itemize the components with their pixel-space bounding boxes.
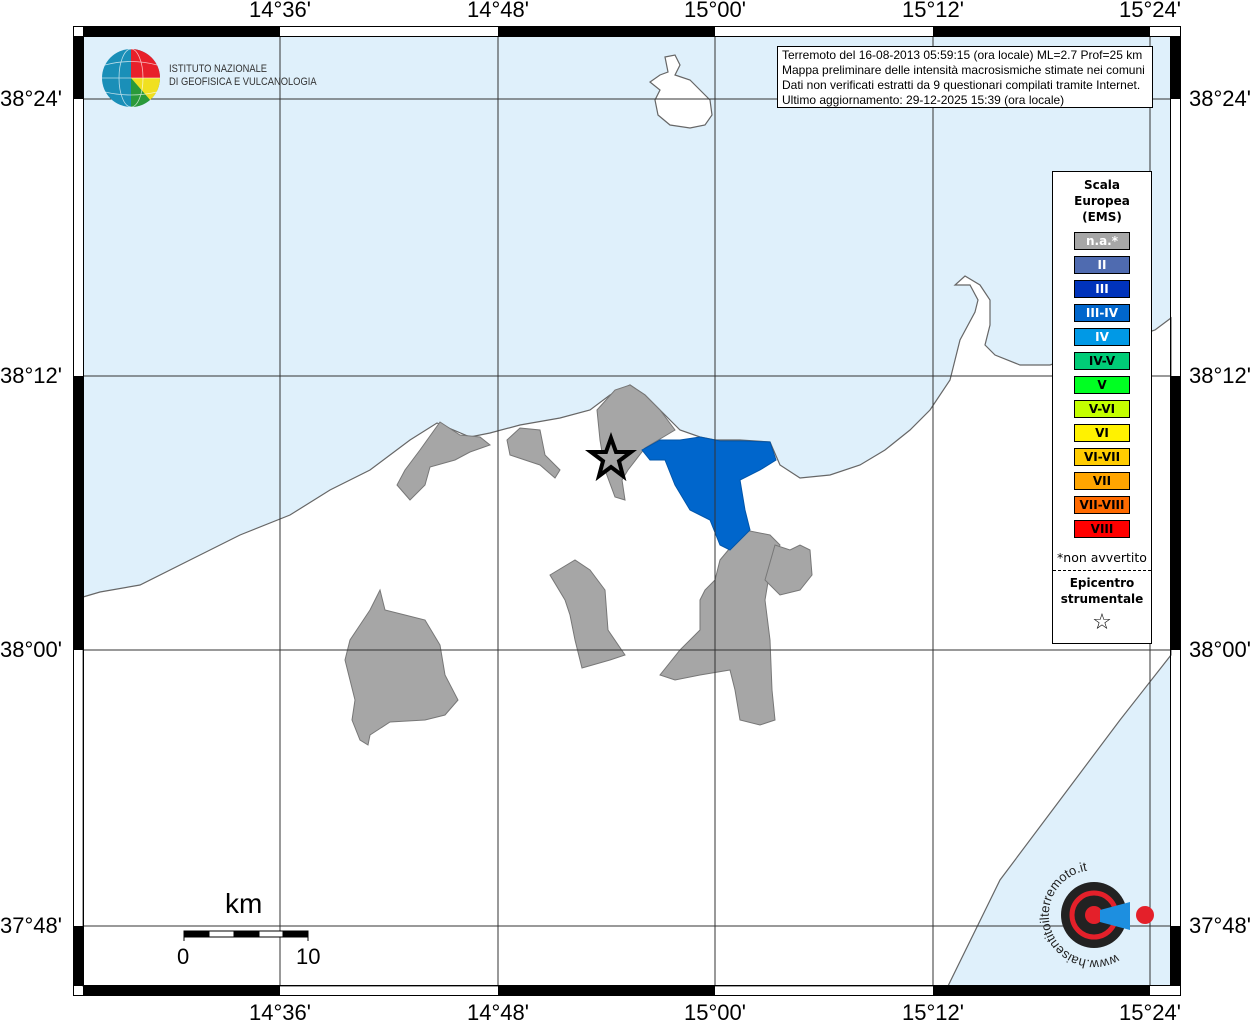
island-lipari bbox=[648, 54, 713, 129]
legend-swatch: III bbox=[1074, 280, 1130, 298]
lon-label-bottom: 15°00' bbox=[684, 1000, 746, 1024]
scale-min: 0 bbox=[177, 944, 190, 969]
legend-swatches: n.a.* II III III-IV IV IV-V V V-VI VI VI-VII VII VI… bbox=[1053, 232, 1151, 538]
legend-swatch: IV-V bbox=[1074, 352, 1130, 370]
star-icon: ☆ bbox=[1092, 610, 1112, 635]
lat-label-right: 37°48' bbox=[1189, 913, 1251, 938]
lat-label-right: 38°24' bbox=[1189, 86, 1251, 111]
lat-label-right: 38°12' bbox=[1189, 363, 1251, 388]
municipality-intensity-III-IV bbox=[641, 436, 777, 551]
ingv-logo-text: ISTITUTO NAZIONALE DI GEOFISICA E VULCAN… bbox=[169, 63, 317, 89]
scale-max: 10 bbox=[296, 944, 321, 969]
legend-epicenter-label: Epicentro strumentale bbox=[1053, 575, 1151, 607]
legend-swatch: VI bbox=[1074, 424, 1130, 442]
legend-swatch: III-IV bbox=[1074, 304, 1130, 322]
legend-swatch: V bbox=[1074, 376, 1130, 394]
lon-label-top: 14°36' bbox=[249, 0, 311, 22]
municipality-not-felt bbox=[549, 559, 626, 669]
lat-label-left: 38°12' bbox=[0, 363, 62, 388]
legend-epicenter-line: Epicentro bbox=[1069, 576, 1135, 590]
legend-swatch: n.a.* bbox=[1074, 232, 1130, 250]
municipality-not-felt bbox=[396, 421, 492, 501]
legend-epicenter-line: strumentale bbox=[1060, 592, 1144, 606]
legend-divider bbox=[1053, 570, 1151, 571]
municipality-not-felt bbox=[764, 544, 813, 596]
ingv-globe-logo-icon bbox=[102, 48, 161, 108]
municipality-not-felt bbox=[344, 588, 459, 746]
scale-bar bbox=[183, 930, 309, 941]
info-line: Mappa preliminare delle intensità macros… bbox=[782, 63, 1145, 77]
info-line: Dati non verificati estratti da 9 questi… bbox=[782, 78, 1141, 92]
legend-swatch: VII-VIII bbox=[1074, 496, 1130, 514]
lat-label-left: 38°00' bbox=[0, 637, 62, 662]
info-line: Ultimo aggiornamento: 29-12-2025 15:39 (… bbox=[782, 93, 1065, 107]
lon-label-bottom: 15°12' bbox=[902, 1000, 964, 1024]
lon-label-top: 14°48' bbox=[467, 0, 529, 22]
lon-label-top: 15°00' bbox=[684, 0, 746, 22]
lat-label-left: 38°24' bbox=[0, 86, 62, 111]
lon-label-bottom: 14°36' bbox=[249, 1000, 311, 1024]
event-info-box: Terremoto del 16-08-2013 05:59:15 (ora l… bbox=[777, 46, 1153, 108]
lon-label-top: 15°12' bbox=[902, 0, 964, 22]
ems-legend: Scala Europea (EMS) n.a.* II III III-IV IV IV… bbox=[1052, 171, 1152, 644]
municipality-not-felt bbox=[506, 427, 561, 479]
map-frame bbox=[73, 26, 1181, 996]
lat-label-left: 37°48' bbox=[0, 913, 62, 938]
legend-swatch: VI-VII bbox=[1074, 448, 1130, 466]
legend-title: Scala Europea (EMS) bbox=[1053, 177, 1151, 225]
info-line: Terremoto del 16-08-2013 05:59:15 (ora l… bbox=[782, 48, 1143, 62]
legend-swatch: VII bbox=[1074, 472, 1130, 490]
ingv-logo-line1: ISTITUTO NAZIONALE bbox=[169, 63, 268, 75]
legend-swatch: IV bbox=[1074, 328, 1130, 346]
ingv-logo-line2: DI GEOFISICA E VULCANOLOGIA bbox=[169, 76, 317, 88]
epicenter-star-icon bbox=[585, 432, 637, 482]
legend-title-line: Scala bbox=[1083, 178, 1121, 192]
legend-swatch: II bbox=[1074, 256, 1130, 274]
haisentito-logo-icon bbox=[1061, 882, 1154, 948]
scale-unit: km bbox=[225, 888, 263, 919]
legend-swatch: V-VI bbox=[1074, 400, 1130, 418]
lon-label-bottom: 14°48' bbox=[467, 1000, 529, 1024]
lon-label-bottom: 15°24' bbox=[1119, 1000, 1181, 1024]
legend-swatch: VIII bbox=[1074, 520, 1130, 538]
lon-label-top: 15°24' bbox=[1119, 0, 1181, 22]
legend-title-line: Europea bbox=[1074, 194, 1130, 208]
lat-label-right: 38°00' bbox=[1189, 637, 1251, 662]
legend-note: *non avvertito bbox=[1057, 550, 1147, 565]
legend-title-line: (EMS) bbox=[1082, 210, 1122, 224]
